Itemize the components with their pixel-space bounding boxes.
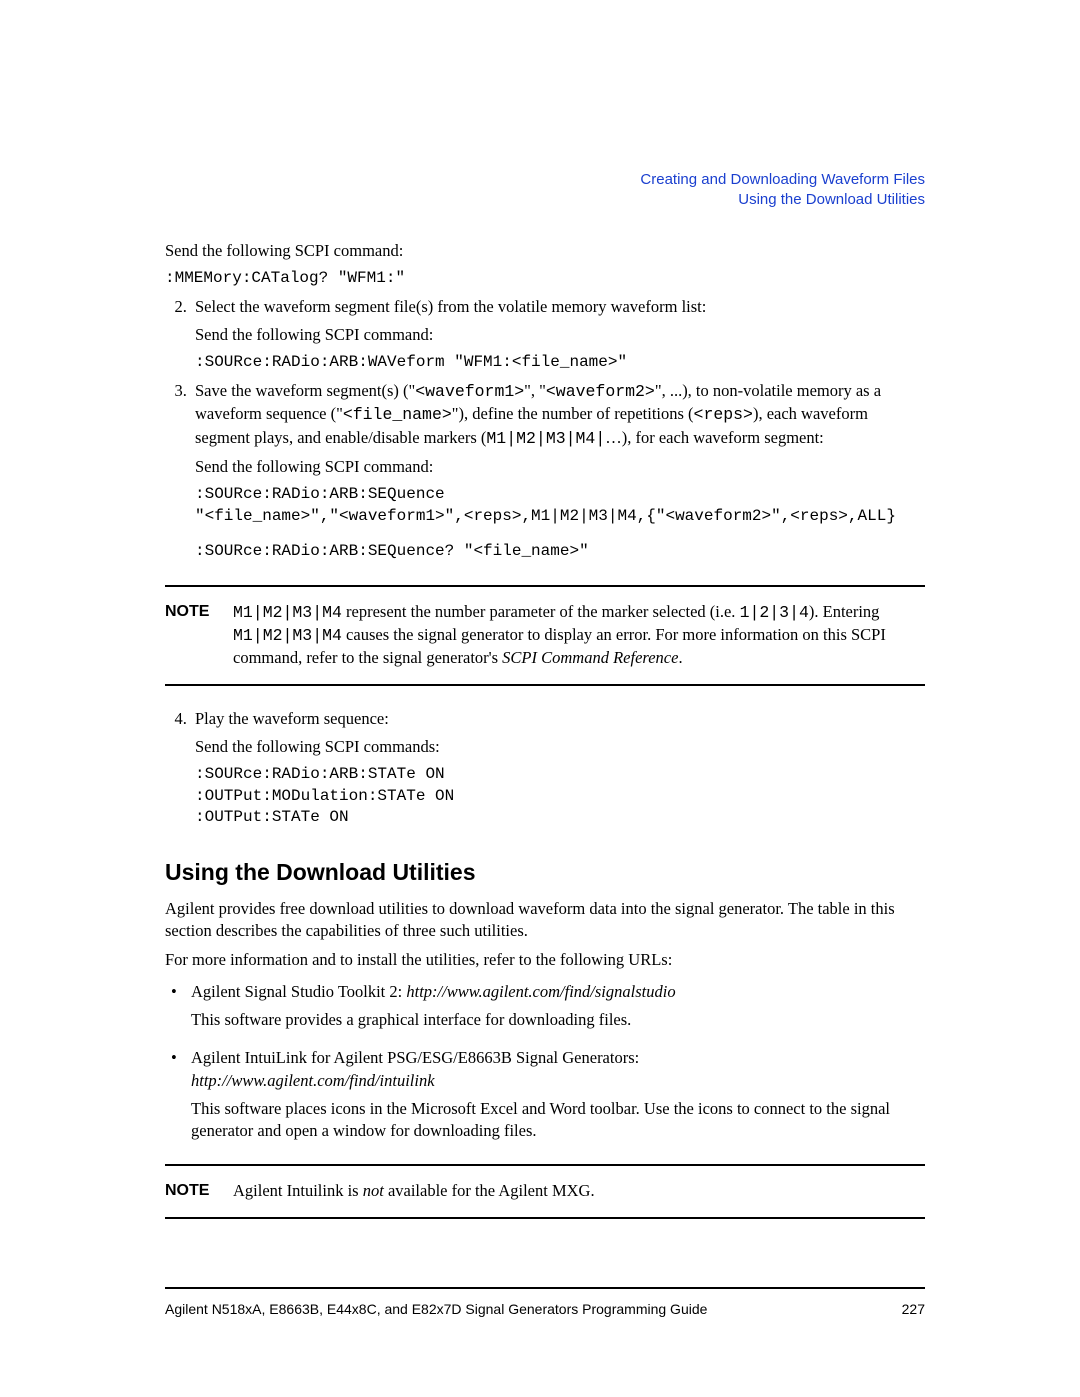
section-p1: Agilent provides free download utilities… xyxy=(165,898,925,943)
note-2-text: Agilent Intuilink is not available for t… xyxy=(233,1180,595,1202)
step-2-title: Select the waveform segment file(s) from… xyxy=(195,296,925,318)
step-3: Save the waveform segment(s) ("<waveform… xyxy=(191,380,925,563)
step-3-send: Send the following SCPI command: xyxy=(195,456,925,478)
page: Creating and Downloading Waveform Files … xyxy=(0,0,1080,1397)
intro-send: Send the following SCPI command: xyxy=(165,240,925,262)
note-2: NOTE Agilent Intuilink is not available … xyxy=(165,1164,925,1218)
step-4-code: :SOURce:RADio:ARB:STATe ON :OUTPut:MODul… xyxy=(195,764,925,829)
section-p2: For more information and to install the … xyxy=(165,949,925,971)
note-2-label: NOTE xyxy=(165,1180,215,1202)
footer-left: Agilent N518xA, E8663B, E44x8C, and E82x… xyxy=(165,1301,707,1317)
header-line-1: Creating and Downloading Waveform Files xyxy=(640,170,925,190)
steps-list-2: Play the waveform sequence: Send the fol… xyxy=(165,708,925,829)
header-line-2: Using the Download Utilities xyxy=(640,190,925,210)
section-title: Using the Download Utilities xyxy=(165,857,925,888)
step-3-title: Save the waveform segment(s) ("<waveform… xyxy=(195,380,925,450)
note-1: NOTE M1|M2|M3|M4 represent the number pa… xyxy=(165,585,925,686)
steps-list: Select the waveform segment file(s) from… xyxy=(165,296,925,563)
step-4: Play the waveform sequence: Send the fol… xyxy=(191,708,925,829)
bullet-1-url[interactable]: http://www.agilent.com/find/signalstudio xyxy=(406,982,675,1001)
page-footer: Agilent N518xA, E8663B, E44x8C, and E82x… xyxy=(165,1287,925,1317)
note-1-label: NOTE xyxy=(165,601,215,670)
bullet-2-line: Agilent IntuiLink for Agilent PSG/ESG/E8… xyxy=(191,1047,925,1092)
step-2: Select the waveform segment file(s) from… xyxy=(191,296,925,374)
bullet-2-url[interactable]: http://www.agilent.com/find/intuilink xyxy=(191,1071,435,1090)
step-2-send: Send the following SCPI command: xyxy=(195,324,925,346)
bullet-1-line: Agilent Signal Studio Toolkit 2: http://… xyxy=(191,981,925,1003)
bullet-1-desc: This software provides a graphical inter… xyxy=(191,1009,925,1031)
step-3-code1: :SOURce:RADio:ARB:SEQuence "<file_name>"… xyxy=(195,484,925,527)
body-content: Send the following SCPI command: :MMEMor… xyxy=(165,240,925,1219)
page-header: Creating and Downloading Waveform Files … xyxy=(640,170,925,211)
bullet-2: Agilent IntuiLink for Agilent PSG/ESG/E8… xyxy=(165,1047,925,1142)
bullet-2-desc: This software places icons in the Micros… xyxy=(191,1098,925,1143)
footer-page-number: 227 xyxy=(902,1301,925,1317)
step-4-send: Send the following SCPI commands: xyxy=(195,736,925,758)
step-2-code: :SOURce:RADio:ARB:WAVeform "WFM1:<file_n… xyxy=(195,352,925,374)
bullet-1: Agilent Signal Studio Toolkit 2: http://… xyxy=(165,981,925,1032)
step-3-code2: :SOURce:RADio:ARB:SEQuence? "<file_name>… xyxy=(195,541,925,563)
bullets: Agilent Signal Studio Toolkit 2: http://… xyxy=(165,981,925,1143)
step-4-title: Play the waveform sequence: xyxy=(195,708,925,730)
intro-code: :MMEMory:CATalog? "WFM1:" xyxy=(165,268,925,290)
note-1-text: M1|M2|M3|M4 represent the number paramet… xyxy=(233,601,925,670)
